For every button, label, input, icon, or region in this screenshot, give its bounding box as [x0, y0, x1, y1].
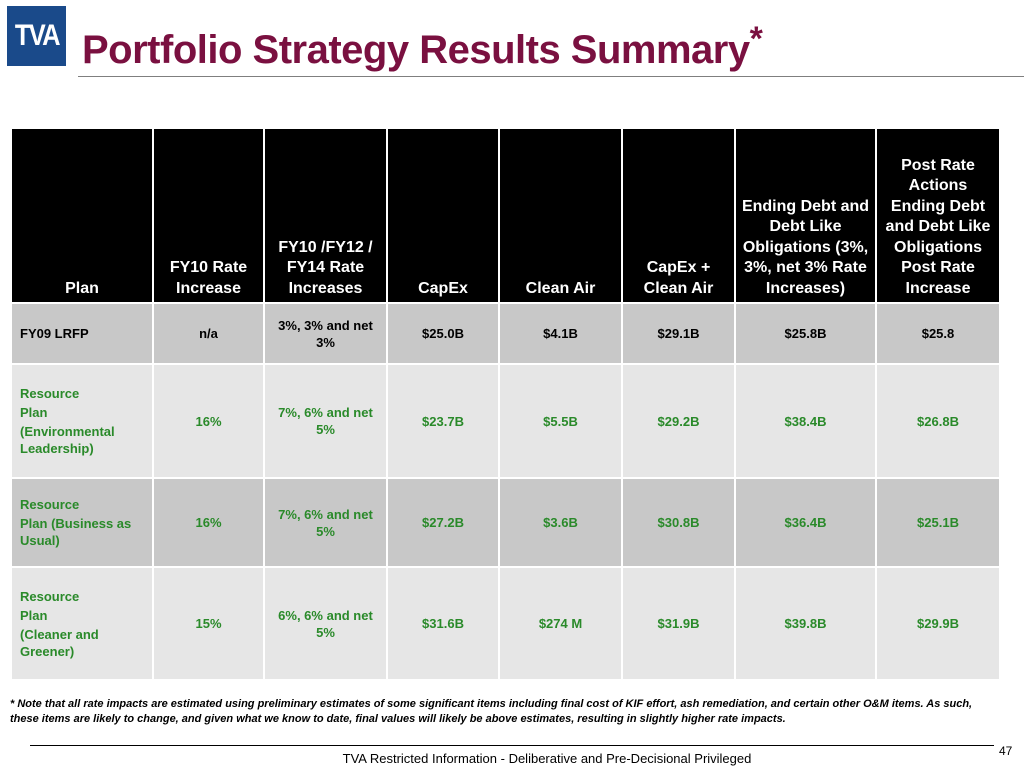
ending-debt-cell: $36.4B	[734, 477, 877, 568]
fy10-rate-cell: 16%	[152, 363, 265, 479]
capex-cell: $31.6B	[386, 566, 500, 681]
fy10-rate-cell: 16%	[152, 477, 265, 568]
table-row: Resource Plan (Business as Usual) 16% 7%…	[10, 477, 1001, 568]
clean-air-cell: $3.6B	[498, 477, 623, 568]
capex-clean-air-cell: $29.1B	[621, 302, 736, 365]
plan-name-line: (Environmental Leadership)	[20, 424, 115, 456]
plan-name-line: Plan	[20, 405, 48, 420]
plan-name-line: Resource	[20, 386, 80, 401]
plan-name-line: (Cleaner and Greener)	[20, 626, 99, 659]
results-table: Plan FY10 Rate Increase FY10 /FY12 / FY1…	[10, 127, 1001, 681]
slide-title: Portfolio Strategy Results Summary*	[82, 20, 763, 73]
col-header-plan: Plan	[10, 127, 154, 304]
post-rate-debt-cell: $29.9B	[875, 566, 1001, 681]
clean-air-cell: $274 M	[498, 566, 623, 681]
rate-increases-cell: 3%, 3% and net 3%	[263, 302, 388, 365]
plan-name-line: Resource	[20, 497, 80, 512]
capex-clean-air-cell: $29.2B	[621, 363, 736, 479]
fy10-rate-cell: 15%	[152, 566, 265, 681]
plan-name-line: Resource	[20, 588, 80, 604]
title-divider	[78, 76, 1024, 77]
post-rate-debt-cell: $25.1B	[875, 477, 1001, 568]
table-row: Resource Plan (Environmental Leadership)…	[10, 363, 1001, 479]
plan-name: FY09 LRFP	[20, 326, 89, 341]
footer-confidentiality-text: TVA Restricted Information - Deliberativ…	[342, 751, 752, 766]
rate-increases-cell: 6%, 6% and net 5%	[263, 566, 388, 681]
table-row: Resource Plan (Cleaner and Greener) 15% …	[10, 566, 1001, 681]
plan-cell: Resource Plan (Cleaner and Greener)	[10, 566, 154, 681]
title-text: Portfolio Strategy Results Summary	[82, 28, 750, 72]
capex-cell: $23.7B	[386, 363, 500, 479]
capex-clean-air-cell: $30.8B	[621, 477, 736, 568]
col-header-capex-clean-air: CapEx + Clean Air	[621, 127, 736, 304]
col-header-post-rate-debt: Post Rate Actions Ending Debt and Debt L…	[875, 127, 1001, 304]
ending-debt-cell: $38.4B	[734, 363, 877, 479]
col-header-ending-debt: Ending Debt and Debt Like Obligations (3…	[734, 127, 877, 304]
ending-debt-cell: $39.8B	[734, 566, 877, 681]
plan-name-line: Plan	[20, 607, 48, 623]
page-number: 47	[999, 744, 1013, 758]
col-header-fy10-12-14-rates: FY10 /FY12 / FY14 Rate Increases	[263, 127, 388, 304]
plan-cell: Resource Plan (Business as Usual)	[10, 477, 154, 568]
post-rate-debt-cell: $26.8B	[875, 363, 1001, 479]
tva-logo: TVA	[7, 6, 66, 66]
clean-air-cell: $5.5B	[498, 363, 623, 479]
capex-cell: $27.2B	[386, 477, 500, 568]
plan-cell: FY09 LRFP	[10, 302, 154, 365]
footnote: * Note that all rate impacts are estimat…	[10, 698, 973, 725]
ending-debt-cell: $25.8B	[734, 302, 877, 365]
plan-name-line: Plan (Business as Usual)	[20, 516, 132, 548]
fy10-rate-cell: n/a	[152, 302, 265, 365]
capex-cell: $25.0B	[386, 302, 500, 365]
post-rate-debt-cell: $25.8	[875, 302, 1001, 365]
plan-cell: Resource Plan (Environmental Leadership)	[10, 363, 154, 479]
footer-divider	[30, 745, 994, 746]
table-header-row: Plan FY10 Rate Increase FY10 /FY12 / FY1…	[10, 127, 1001, 304]
col-header-clean-air: Clean Air	[498, 127, 623, 304]
col-header-fy10-rate: FY10 Rate Increase	[152, 127, 265, 304]
col-header-capex: CapEx	[386, 127, 500, 304]
capex-clean-air-cell: $31.9B	[621, 566, 736, 681]
logo-text: TVA	[14, 19, 60, 52]
table-row: FY09 LRFP n/a 3%, 3% and net 3% $25.0B $…	[10, 302, 1001, 365]
rate-increases-cell: 7%, 6% and net 5%	[263, 477, 388, 568]
rate-increases-cell: 7%, 6% and net 5%	[263, 363, 388, 479]
title-asterisk: *	[749, 20, 763, 58]
clean-air-cell: $4.1B	[498, 302, 623, 365]
